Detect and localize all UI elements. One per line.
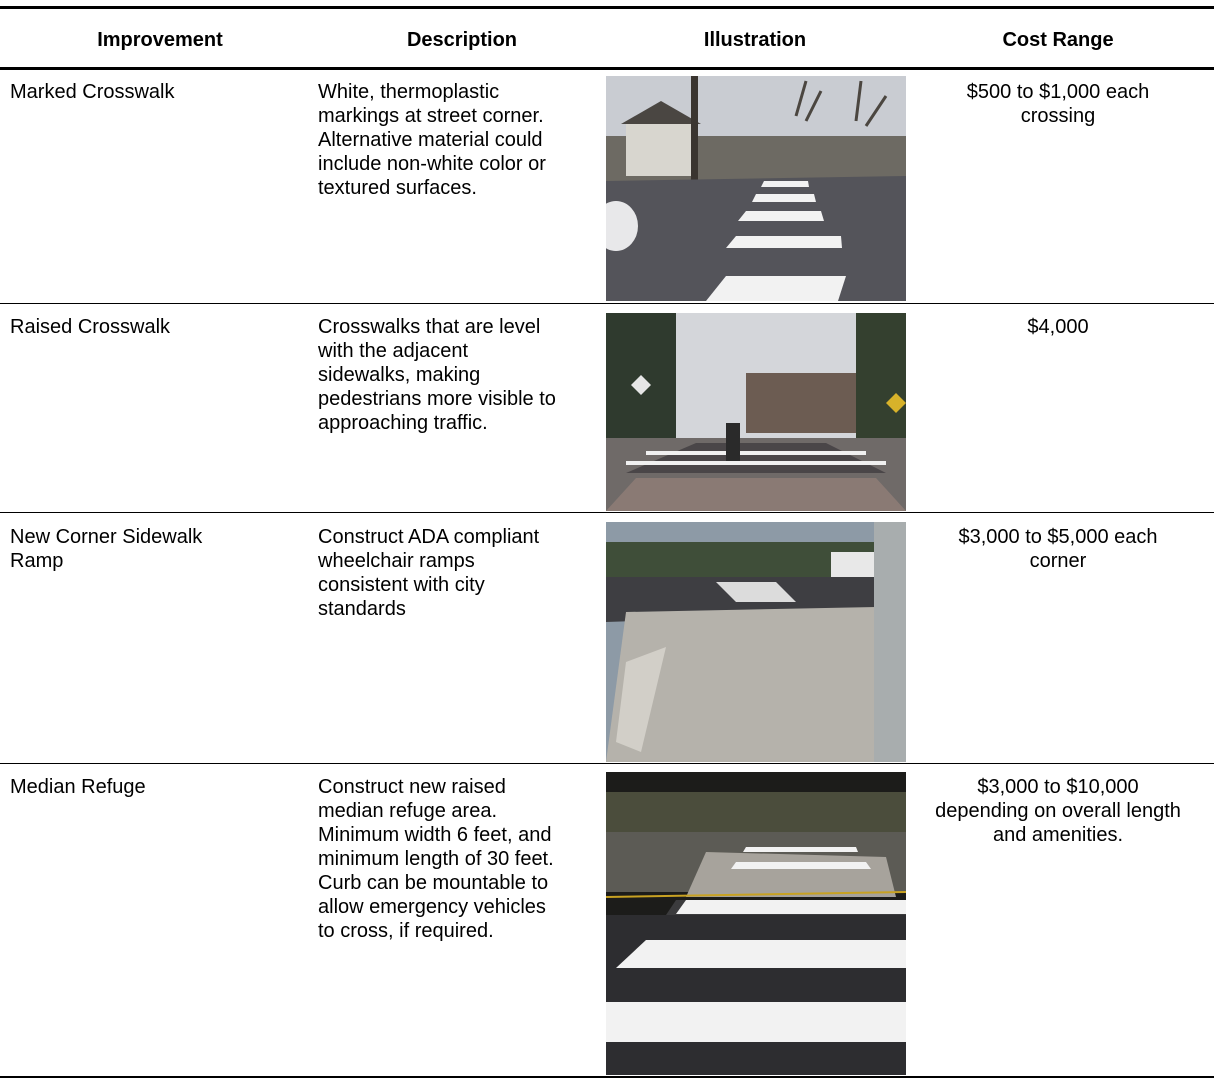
illustration-photo	[606, 772, 906, 1075]
description-text: include non-white color or	[318, 153, 546, 175]
header-rule	[0, 67, 1214, 70]
description-text: markings at street corner.	[318, 105, 544, 127]
description-text: Construct ADA compliant	[318, 526, 540, 548]
column-header: Improvement	[97, 29, 223, 51]
description-text: wheelchair ramps	[318, 550, 475, 572]
top-rule	[0, 6, 1214, 9]
improvement-text: Median Refuge	[10, 776, 146, 798]
cost-text: $500 to $1,000 each	[966, 81, 1150, 103]
description-text: to cross, if required.	[318, 920, 494, 942]
improvement-text: Marked Crosswalk	[10, 81, 175, 103]
description-text: sidewalks, making	[318, 364, 481, 386]
description-text: Minimum width 6 feet, and	[318, 824, 552, 846]
row-rule	[0, 512, 1214, 513]
cost-text: depending on overall length	[935, 800, 1181, 822]
cost-text: $3,000 to $10,000	[977, 776, 1139, 798]
improvement-text: Ramp	[10, 550, 64, 572]
description-text: Alternative material could	[318, 129, 543, 151]
description-text: consistent with city	[318, 574, 485, 596]
column-header: Illustration	[703, 29, 807, 51]
description-text: minimum length of 30 feet.	[318, 848, 554, 870]
description-text: allow emergency vehicles	[318, 896, 546, 918]
description-text: with the adjacent	[318, 340, 469, 362]
illustration-photo	[606, 313, 906, 511]
cost-text: $3,000 to $5,000 each	[958, 526, 1158, 548]
cost-text: crossing	[1020, 105, 1096, 127]
improvement-text: New Corner Sidewalk	[10, 526, 203, 548]
row-rule	[0, 763, 1214, 764]
description-text: approaching traffic.	[318, 412, 488, 434]
description-text: textured surfaces.	[318, 177, 477, 199]
column-header: Cost Range	[1002, 29, 1114, 51]
column-header: Description	[406, 29, 518, 51]
cost-text: $4,000	[1027, 316, 1089, 338]
description-text: Crosswalks that are level	[318, 316, 541, 338]
cost-text: corner	[1029, 550, 1087, 572]
description-text: median refuge area.	[318, 800, 498, 822]
description-text: Construct new raised	[318, 776, 506, 798]
description-text: White, thermoplastic	[318, 81, 500, 103]
cost-text: and amenities.	[992, 824, 1124, 846]
row-rule	[0, 303, 1214, 304]
description-text: Curb can be mountable to	[318, 872, 549, 894]
description-text: pedestrians more visible to	[318, 388, 556, 410]
bottom-rule	[0, 1076, 1214, 1078]
illustration-photo	[606, 522, 906, 762]
illustration-photo	[606, 76, 906, 301]
improvement-text: Raised Crosswalk	[10, 316, 171, 338]
description-text: standards	[318, 598, 406, 620]
